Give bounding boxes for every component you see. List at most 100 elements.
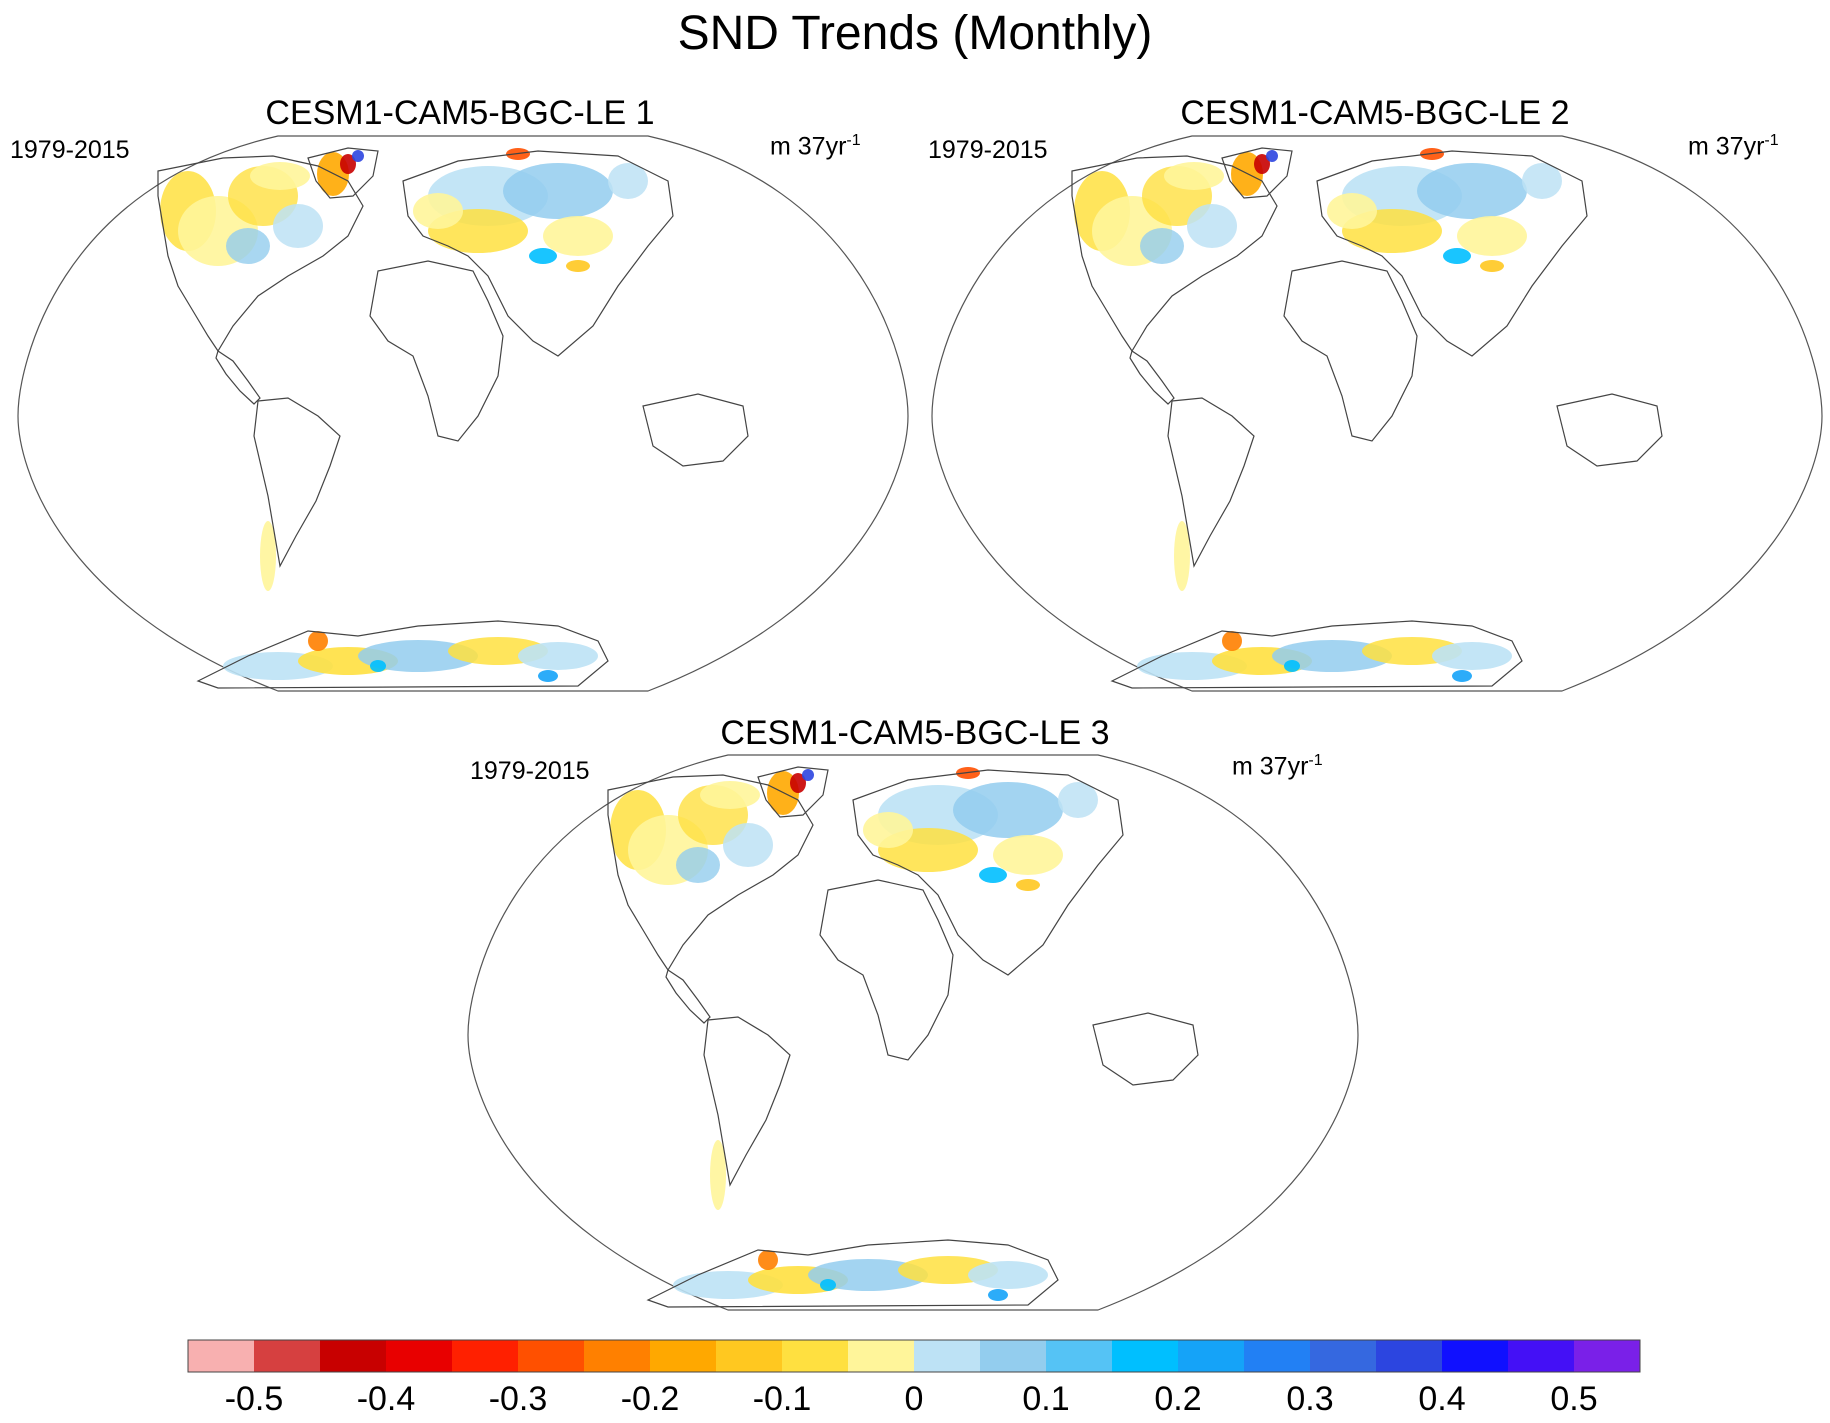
colorbar-swatch bbox=[650, 1340, 717, 1372]
trend-patch bbox=[566, 260, 590, 272]
trend-patch bbox=[503, 163, 613, 219]
trend-patch bbox=[260, 521, 276, 591]
units-label-2: m 37yr-1 bbox=[1688, 132, 1779, 161]
africa-coastline bbox=[819, 879, 954, 1061]
trend-patch bbox=[1016, 879, 1040, 891]
trend-patch bbox=[308, 631, 328, 651]
africa-coastline bbox=[369, 260, 504, 442]
trend-patch bbox=[1254, 154, 1270, 174]
trend-patch bbox=[370, 660, 386, 672]
colorbar-swatch bbox=[254, 1340, 321, 1372]
eurasia-coastline bbox=[852, 769, 1124, 976]
colorbar-label: -0.2 bbox=[620, 1380, 680, 1418]
colorbar-swatch bbox=[1244, 1340, 1311, 1372]
trend-patch bbox=[226, 228, 270, 264]
snow-trend-patches bbox=[1074, 148, 1562, 682]
australia-coastline bbox=[1556, 393, 1663, 467]
trend-patch bbox=[1187, 204, 1237, 248]
trend-patch bbox=[1443, 248, 1471, 264]
colorbar-label: -0.1 bbox=[752, 1380, 812, 1418]
colorbar-label: -0.4 bbox=[356, 1380, 416, 1418]
central-america-coastline bbox=[665, 969, 711, 1024]
trend-patch bbox=[953, 782, 1063, 838]
trend-patch bbox=[518, 642, 598, 670]
colorbar-swatch bbox=[188, 1340, 255, 1372]
period-label-2: 1979-2015 bbox=[928, 136, 1048, 164]
trend-patch bbox=[863, 812, 913, 848]
greenland-coastline bbox=[1221, 147, 1293, 199]
colorbar-swatch bbox=[1442, 1340, 1509, 1372]
panel-title-3: CESM1-CAM5-BGC-LE 3 bbox=[720, 714, 1110, 752]
colorbar-swatch bbox=[1508, 1340, 1575, 1372]
trend-patch bbox=[1432, 642, 1512, 670]
trend-patch bbox=[1164, 162, 1224, 190]
colorbar-label: -0.5 bbox=[224, 1380, 284, 1418]
trend-patch bbox=[1058, 782, 1098, 818]
trend-patch bbox=[352, 150, 364, 162]
africa-coastline bbox=[1283, 260, 1418, 442]
colorbar-label: 0.1 bbox=[1022, 1380, 1070, 1418]
colorbar-swatch bbox=[716, 1340, 783, 1372]
eurasia-coastline bbox=[402, 150, 674, 357]
colorbar-swatch bbox=[980, 1340, 1047, 1372]
trend-patch bbox=[538, 670, 558, 682]
colorbar-label: -0.3 bbox=[488, 1380, 548, 1418]
trend-patch bbox=[723, 823, 773, 867]
colorbar-label: 0 bbox=[904, 1380, 924, 1418]
colorbar-swatch bbox=[782, 1340, 849, 1372]
colorbar-swatch bbox=[320, 1340, 387, 1372]
figure-title: SND Trends (Monthly) bbox=[677, 7, 1153, 60]
trend-patch bbox=[790, 773, 806, 793]
trend-patch bbox=[1266, 150, 1278, 162]
north-america-coastline bbox=[1071, 155, 1278, 353]
world-map-2 bbox=[931, 135, 1823, 692]
units-label-3: m 37yr-1 bbox=[1232, 752, 1323, 781]
colorbar-label: 0.3 bbox=[1286, 1380, 1334, 1418]
trend-patch bbox=[1140, 228, 1184, 264]
south-america-coastline bbox=[703, 1016, 791, 1187]
australia-coastline bbox=[642, 393, 749, 467]
south-america-coastline bbox=[1167, 397, 1255, 568]
colorbar-swatch bbox=[914, 1340, 981, 1372]
australia-coastline bbox=[1092, 1012, 1199, 1086]
trend-patch bbox=[1417, 163, 1527, 219]
colorbar-label: 0.4 bbox=[1418, 1380, 1466, 1418]
period-label-3: 1979-2015 bbox=[470, 757, 590, 785]
antarctica-coastline bbox=[646, 1239, 1059, 1308]
panel-title-2: CESM1-CAM5-BGC-LE 2 bbox=[1180, 94, 1570, 132]
greenland-coastline bbox=[307, 147, 379, 199]
trend-patch bbox=[1272, 640, 1392, 672]
trend-patch bbox=[968, 1261, 1048, 1289]
trend-patch bbox=[340, 154, 356, 174]
south-america-coastline bbox=[253, 397, 341, 568]
colorbar-label: 0.5 bbox=[1550, 1380, 1598, 1418]
colorbar-swatch bbox=[1376, 1340, 1443, 1372]
colorbar-swatch bbox=[452, 1340, 519, 1372]
trend-patch bbox=[543, 216, 613, 256]
units-label-1: m 37yr-1 bbox=[770, 132, 861, 161]
trend-patch bbox=[820, 1279, 836, 1291]
trend-patch bbox=[808, 1259, 928, 1291]
trend-patch bbox=[250, 162, 310, 190]
central-america-coastline bbox=[1129, 350, 1175, 405]
trend-patch bbox=[1284, 660, 1300, 672]
snow-trend-patches bbox=[160, 148, 648, 682]
trend-patch bbox=[1522, 163, 1562, 199]
trend-patch bbox=[700, 781, 760, 809]
trend-patch bbox=[993, 835, 1063, 875]
trend-patch bbox=[413, 193, 463, 229]
trend-patch bbox=[710, 1140, 726, 1210]
trend-patch bbox=[1457, 216, 1527, 256]
trend-patch bbox=[273, 204, 323, 248]
trend-patch bbox=[1327, 193, 1377, 229]
snow-trend-patches bbox=[610, 767, 1098, 1301]
trend-patch bbox=[802, 769, 814, 781]
trend-patch bbox=[1174, 521, 1190, 591]
north-america-coastline bbox=[157, 155, 364, 353]
world-map-3 bbox=[467, 754, 1359, 1311]
colorbar-swatch bbox=[1310, 1340, 1377, 1372]
trend-patch bbox=[676, 847, 720, 883]
trend-patch bbox=[1222, 631, 1242, 651]
trend-patch bbox=[758, 1250, 778, 1270]
antarctica-coastline bbox=[196, 620, 609, 689]
